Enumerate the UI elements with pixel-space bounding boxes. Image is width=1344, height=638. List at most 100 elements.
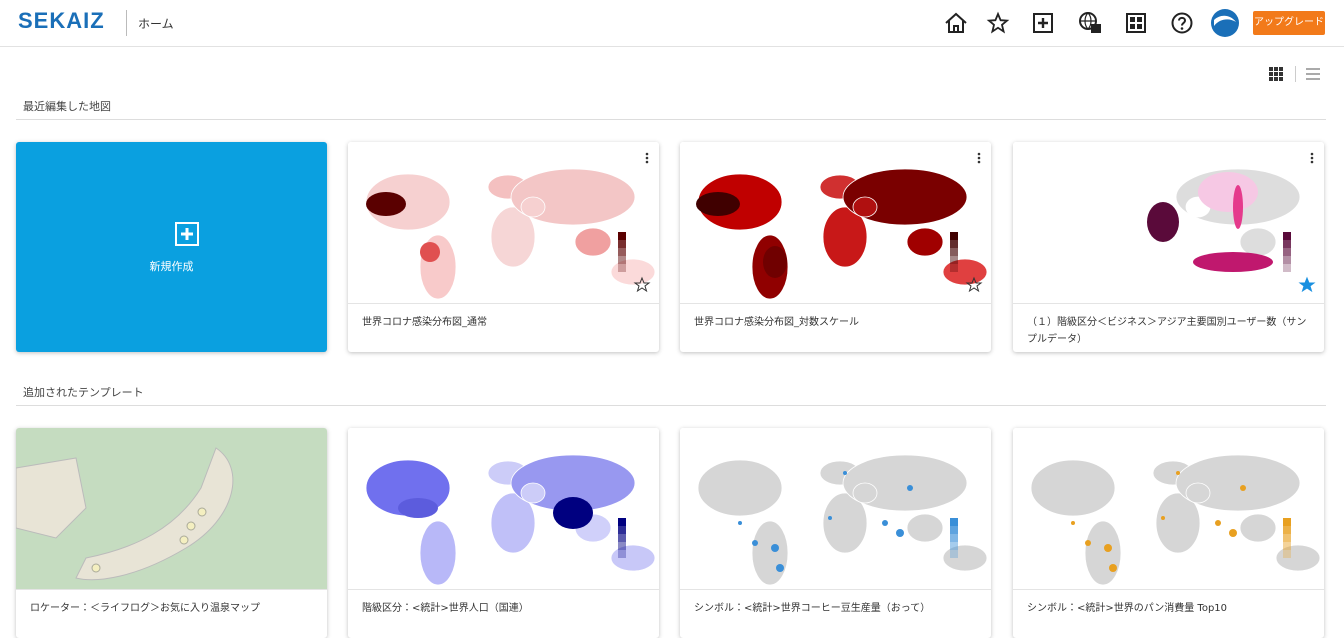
- legend-swatch: [950, 232, 958, 240]
- symbol: [1104, 544, 1112, 552]
- page: SEKAIZ {"header":{"logo":"SEKAIZ","page"…: [0, 8, 1344, 614]
- legend-swatch: [618, 542, 626, 550]
- symbol: [828, 516, 832, 520]
- card-divider: [348, 303, 659, 304]
- legend-swatch: [950, 248, 958, 256]
- legend-swatch: [950, 550, 958, 558]
- user-avatar[interactable]: [1210, 8, 1240, 38]
- land: [1155, 492, 1201, 554]
- legend-swatch: [618, 248, 626, 256]
- map-thumbnail: [1013, 142, 1324, 303]
- new-map-card[interactable]: 新規作成: [16, 142, 327, 352]
- logo[interactable]: SEKAIZ: [18, 8, 105, 33]
- legend-swatch: [618, 240, 626, 248]
- map-thumbnail: [348, 142, 659, 303]
- more-menu-dot: [645, 152, 649, 156]
- land: [852, 482, 878, 504]
- symbol: [907, 485, 913, 491]
- new-map-label: 新規作成: [149, 260, 194, 273]
- card-title: 世界コロナ感染分布図_通常: [362, 317, 487, 328]
- land: [610, 258, 656, 286]
- add-icon[interactable]: [1031, 11, 1055, 35]
- divider: [16, 119, 1326, 120]
- legend-swatch: [618, 526, 626, 534]
- card-divider: [1013, 303, 1324, 304]
- map-card[interactable]: （１）階級区分＜ビジネス＞アジア主要国別ユーザー数（サンプルデータ）: [1013, 142, 1324, 352]
- card-divider: [680, 303, 991, 304]
- upgrade-button[interactable]: アップグレード: [1253, 11, 1325, 35]
- symbol: [1085, 540, 1091, 546]
- map-card[interactable]: シンボル：<統計>世界のパン消費量 Top10: [1013, 428, 1324, 638]
- grid-apps-icon[interactable]: [1124, 11, 1148, 35]
- card-title: （１）階級区分＜ビジネス＞アジア主要国別ユーザー数（サンプルデータ）: [1027, 317, 1307, 345]
- symbol: [843, 471, 847, 475]
- favorite-icon[interactable]: [986, 11, 1010, 35]
- map-card[interactable]: 世界コロナ感染分布図_対数スケール: [680, 142, 991, 352]
- section-title: 最近編集した地図: [23, 100, 111, 113]
- land: [419, 520, 457, 586]
- legend-swatch: [950, 534, 958, 542]
- more-menu-dot: [1310, 160, 1314, 164]
- map-gallery-icon[interactable]: [1078, 11, 1102, 35]
- card-title: 階級区分：<統計>世界人口（国連）: [362, 603, 529, 614]
- symbol: [1215, 520, 1221, 526]
- legend-swatch: [1283, 534, 1291, 542]
- add-icon: [175, 222, 199, 246]
- separator: [1295, 66, 1296, 82]
- land: [490, 492, 536, 554]
- land: [1239, 227, 1277, 257]
- region-highlight: [696, 192, 740, 216]
- more-menu-dot: [977, 156, 981, 160]
- land: [610, 544, 656, 572]
- more-menu-dot: [645, 160, 649, 164]
- card-divider: [348, 589, 659, 590]
- location-marker: [91, 563, 101, 573]
- location-marker: [186, 521, 196, 531]
- favorite-star[interactable]: [633, 276, 651, 293]
- favorite-star[interactable]: [965, 276, 983, 293]
- legend-swatch: [1283, 264, 1291, 272]
- legend-swatch: [1283, 518, 1291, 526]
- land: [751, 520, 789, 586]
- card-title: シンボル：<統計>世界のパン消費量 Top10: [1027, 603, 1228, 614]
- legend-swatch: [950, 526, 958, 534]
- land: [1030, 173, 1116, 231]
- more-menu-dot: [1310, 152, 1314, 156]
- map-card[interactable]: 階級区分：<統計>世界人口（国連）: [348, 428, 659, 638]
- map-card[interactable]: シンボル：<統計>世界コーヒー豆生産量（おって）: [680, 428, 991, 638]
- legend-swatch: [950, 256, 958, 264]
- location-marker: [197, 507, 207, 517]
- home-icon[interactable]: [944, 11, 968, 35]
- region-highlight: [420, 242, 440, 262]
- card-title: 世界コロナ感染分布図_対数スケール: [694, 317, 859, 328]
- symbol: [771, 544, 779, 552]
- land: [852, 196, 878, 218]
- legend-swatch: [950, 542, 958, 550]
- symbol: [752, 540, 758, 546]
- legend-swatch: [1283, 248, 1291, 256]
- map-card[interactable]: 世界コロナ感染分布図_通常: [348, 142, 659, 352]
- card-divider: [1013, 589, 1324, 590]
- symbol: [1071, 521, 1075, 525]
- land: [520, 482, 546, 504]
- legend-swatch: [950, 240, 958, 248]
- legend-swatch: [618, 518, 626, 526]
- legend-swatch: [618, 264, 626, 272]
- land: [1239, 513, 1277, 543]
- grid-view-toggle[interactable]: [1269, 67, 1283, 81]
- map-thumbnail: [1013, 428, 1324, 589]
- more-menu-dot: [977, 152, 981, 156]
- region-highlight: [366, 192, 406, 216]
- more-menu-dot: [977, 160, 981, 164]
- region-highlight: [1193, 252, 1273, 272]
- more-menu-dot: [1310, 156, 1314, 160]
- symbol: [1176, 471, 1180, 475]
- symbol: [776, 564, 784, 572]
- list-view-toggle[interactable]: [1306, 67, 1320, 81]
- map-card[interactable]: ロケーター：＜ライフログ＞お気に入り温泉マップ: [16, 428, 327, 638]
- land: [1084, 520, 1122, 586]
- favorite-star[interactable]: [1298, 276, 1316, 293]
- land: [906, 227, 944, 257]
- legend-swatch: [1283, 256, 1291, 264]
- help-icon[interactable]: [1170, 11, 1194, 35]
